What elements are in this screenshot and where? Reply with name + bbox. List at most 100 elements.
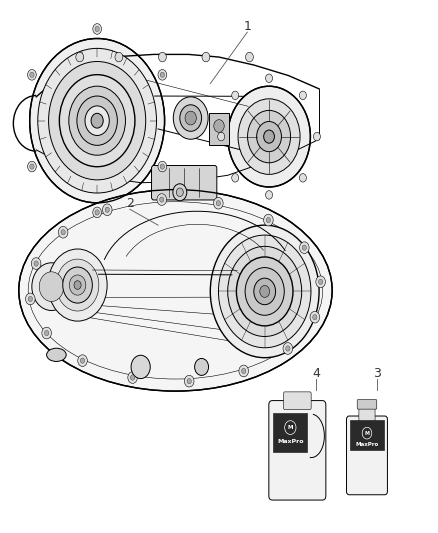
Text: MaxPro: MaxPro: [277, 439, 304, 443]
Circle shape: [314, 132, 321, 141]
Text: 2: 2: [126, 197, 134, 211]
Circle shape: [158, 69, 167, 80]
Circle shape: [194, 358, 208, 375]
Circle shape: [238, 99, 300, 174]
Circle shape: [157, 193, 166, 205]
Circle shape: [228, 86, 311, 187]
Circle shape: [28, 161, 36, 172]
Circle shape: [316, 276, 325, 288]
Circle shape: [34, 261, 38, 266]
Circle shape: [159, 52, 166, 62]
Circle shape: [38, 49, 156, 193]
Circle shape: [61, 230, 65, 235]
Circle shape: [102, 204, 112, 215]
Circle shape: [95, 210, 99, 215]
Text: 1: 1: [244, 20, 251, 34]
Circle shape: [247, 110, 290, 163]
Circle shape: [30, 38, 165, 203]
Circle shape: [283, 343, 293, 354]
Text: 4: 4: [313, 367, 321, 380]
Circle shape: [187, 378, 191, 384]
Circle shape: [28, 296, 32, 302]
Circle shape: [173, 184, 187, 201]
Circle shape: [93, 23, 102, 34]
Circle shape: [44, 330, 49, 336]
Circle shape: [214, 197, 223, 209]
FancyBboxPatch shape: [152, 165, 217, 200]
Circle shape: [25, 293, 35, 305]
Circle shape: [214, 119, 224, 132]
Circle shape: [56, 259, 99, 311]
FancyBboxPatch shape: [357, 400, 377, 409]
Circle shape: [30, 72, 34, 77]
Circle shape: [58, 227, 68, 238]
Circle shape: [128, 372, 138, 383]
Circle shape: [239, 365, 248, 377]
Circle shape: [310, 311, 320, 323]
Circle shape: [318, 279, 323, 285]
Circle shape: [49, 61, 146, 180]
FancyBboxPatch shape: [269, 401, 326, 500]
Circle shape: [241, 368, 246, 374]
Text: M: M: [364, 431, 370, 435]
Circle shape: [257, 122, 282, 152]
Circle shape: [265, 74, 272, 83]
Circle shape: [300, 91, 307, 100]
Text: M: M: [288, 425, 293, 430]
Circle shape: [260, 286, 270, 297]
Circle shape: [105, 207, 110, 213]
Ellipse shape: [19, 190, 332, 391]
Circle shape: [77, 96, 117, 146]
Circle shape: [160, 164, 165, 169]
Circle shape: [184, 375, 194, 387]
Circle shape: [265, 191, 272, 199]
Circle shape: [69, 86, 125, 155]
Circle shape: [91, 114, 103, 128]
Circle shape: [218, 132, 225, 141]
Circle shape: [216, 200, 220, 206]
Circle shape: [245, 268, 284, 316]
FancyBboxPatch shape: [346, 416, 388, 495]
Circle shape: [32, 258, 41, 269]
Circle shape: [63, 267, 92, 303]
Circle shape: [131, 356, 150, 378]
Circle shape: [69, 275, 86, 295]
Circle shape: [85, 106, 109, 135]
FancyBboxPatch shape: [209, 113, 229, 144]
Circle shape: [95, 26, 99, 31]
Circle shape: [246, 52, 253, 62]
Circle shape: [93, 207, 102, 217]
Circle shape: [264, 130, 275, 143]
Circle shape: [28, 69, 36, 80]
Circle shape: [173, 97, 208, 139]
Circle shape: [30, 164, 34, 169]
Text: 3: 3: [373, 367, 381, 380]
Circle shape: [42, 327, 51, 339]
Circle shape: [300, 174, 307, 182]
Circle shape: [78, 355, 87, 367]
Circle shape: [232, 91, 239, 100]
Circle shape: [266, 217, 271, 223]
Circle shape: [177, 188, 184, 197]
Circle shape: [48, 249, 107, 321]
Circle shape: [159, 197, 164, 202]
Circle shape: [185, 111, 196, 125]
Circle shape: [210, 225, 319, 358]
Circle shape: [286, 346, 290, 351]
FancyBboxPatch shape: [273, 413, 307, 453]
Ellipse shape: [46, 348, 66, 361]
Circle shape: [160, 72, 165, 77]
Circle shape: [80, 358, 85, 364]
Text: MaxPro: MaxPro: [355, 442, 378, 447]
Circle shape: [115, 52, 123, 62]
Circle shape: [302, 245, 307, 251]
Circle shape: [237, 257, 293, 326]
Circle shape: [264, 214, 273, 226]
Circle shape: [74, 281, 81, 289]
Circle shape: [232, 174, 239, 182]
FancyBboxPatch shape: [350, 420, 384, 450]
Circle shape: [219, 235, 311, 348]
Circle shape: [131, 375, 135, 380]
Circle shape: [32, 263, 71, 311]
Circle shape: [60, 75, 135, 167]
